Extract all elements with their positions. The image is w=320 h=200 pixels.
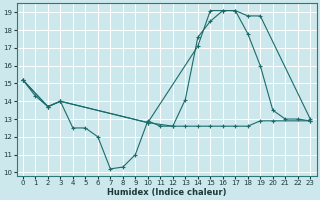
X-axis label: Humidex (Indice chaleur): Humidex (Indice chaleur) [107,188,226,197]
